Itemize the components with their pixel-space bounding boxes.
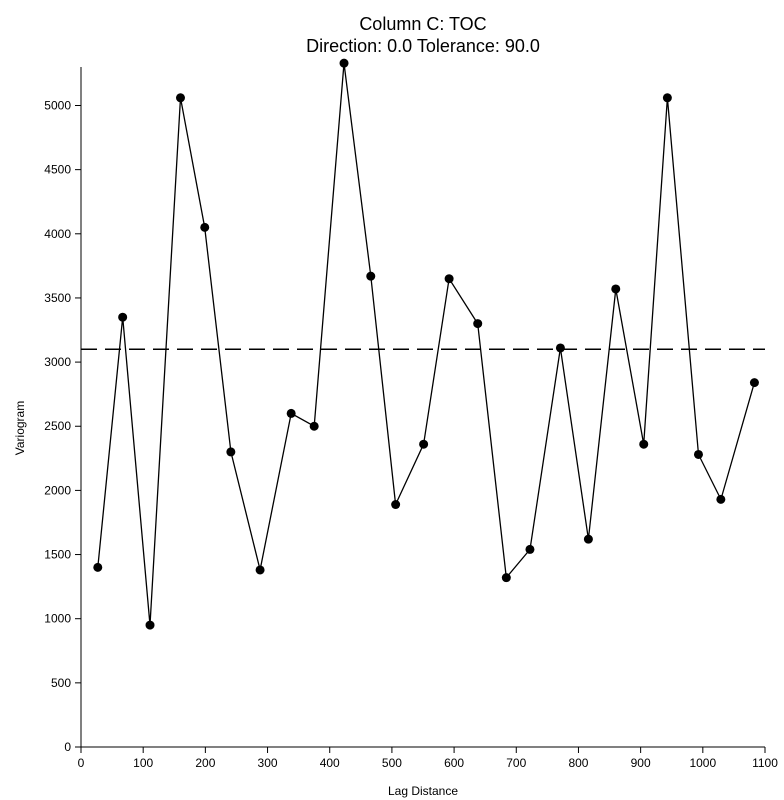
y-tick-label: 4000 <box>44 227 71 241</box>
x-tick-label: 300 <box>258 756 278 770</box>
y-tick-label: 5000 <box>44 98 71 112</box>
chart-subtitle: Direction: 0.0 Tolerance: 90.0 <box>306 36 540 56</box>
data-point <box>366 271 376 281</box>
x-tick-label: 600 <box>444 756 464 770</box>
y-tick-label: 4500 <box>44 163 71 177</box>
data-point <box>749 378 759 388</box>
data-point <box>583 534 593 544</box>
data-point <box>309 421 319 431</box>
data-point <box>419 439 429 449</box>
x-tick-label: 700 <box>506 756 526 770</box>
data-point <box>145 620 155 630</box>
x-tick-label: 900 <box>631 756 651 770</box>
data-point <box>525 544 535 554</box>
y-tick-label: 0 <box>64 740 71 754</box>
x-tick-label: 100 <box>133 756 153 770</box>
x-tick-label: 1100 <box>752 756 778 770</box>
data-point <box>200 222 210 232</box>
y-axis-label: Variogram <box>13 401 27 455</box>
data-point <box>226 447 236 457</box>
y-tick-label: 2000 <box>44 483 71 497</box>
data-point <box>501 573 511 583</box>
x-tick-label: 1000 <box>689 756 716 770</box>
y-tick-label: 500 <box>51 676 71 690</box>
x-tick-label: 200 <box>195 756 215 770</box>
y-tick-label: 1500 <box>44 548 71 562</box>
data-point <box>391 500 401 510</box>
x-axis: 0 100 200 300 400 500 600 700 800 900 1000 1100 <box>78 746 778 770</box>
series-line <box>97 63 756 626</box>
y-tick-label: 3000 <box>44 355 71 369</box>
series-layer <box>93 58 759 630</box>
data-point <box>473 319 483 329</box>
data-point <box>286 408 296 418</box>
data-point <box>639 439 649 449</box>
data-point <box>175 93 185 103</box>
x-axis-label: Lag Distance <box>388 784 458 798</box>
y-axis: 0 500 1000 1500 2000 2500 3000 3500 4000 4500 5000 <box>44 67 82 754</box>
data-point <box>444 274 454 284</box>
data-point <box>339 58 349 68</box>
x-tick-label: 0 <box>78 756 85 770</box>
x-tick-label: 400 <box>320 756 340 770</box>
y-tick-label: 1000 <box>44 612 71 626</box>
y-tick-label: 2500 <box>44 419 71 433</box>
data-point <box>255 565 265 575</box>
x-tick-label: 500 <box>382 756 402 770</box>
data-point <box>716 494 726 504</box>
data-point <box>555 343 565 353</box>
x-tick-label: 800 <box>568 756 588 770</box>
data-point <box>693 449 703 459</box>
chart-title: Column C: TOC <box>359 14 486 34</box>
data-point <box>662 93 672 103</box>
data-point <box>611 284 621 294</box>
data-point <box>118 312 128 322</box>
y-tick-label: 3500 <box>44 291 71 305</box>
data-point <box>93 562 103 572</box>
